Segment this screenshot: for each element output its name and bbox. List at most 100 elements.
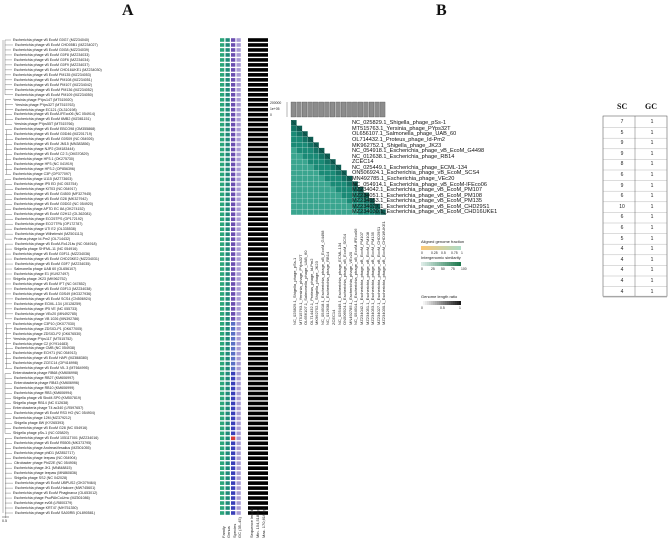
species-cell [231,421,236,426]
heatmap-cell [296,209,303,215]
sequence-length-bar [248,217,268,222]
gc-cell [236,496,241,500]
legend-aligned-swatch [457,246,459,250]
genome-length-bar [296,101,302,118]
gc-cell [236,242,241,246]
family-cell [220,167,225,172]
gc-cell [236,83,241,87]
species-cell [231,187,236,192]
family-cell [220,322,225,326]
genome-length-bar [318,101,324,118]
gc-cell [236,48,241,52]
gc-cell [236,152,241,157]
gc-cell [236,107,241,112]
family-cell [220,107,225,112]
tree-tip-label: Escherichia phage ECO7TPA (OP172787) [15,222,83,227]
gc-cell [236,441,241,446]
gc-value: 1 [650,129,654,136]
heatmap-cell [290,198,297,204]
sequence-length-bar [248,68,268,72]
heatmap-cell [329,181,336,188]
tree-tip-label: Escherichia phage vB EcoM HAPI (MZ868380… [13,356,88,361]
heatmap-column-label: ZCEC14 [331,309,337,325]
gc-value: 1 [650,256,654,263]
legend-length-swatch [435,301,437,305]
tree-tip-label: Escherichia phage VB 1026 (MN392786) [14,316,80,321]
species-cell [231,267,236,271]
gc-cell [236,456,241,461]
sequence-length-bar [248,436,268,441]
sc-value: 4 [620,256,624,263]
heatmap-cell [296,170,303,176]
legend-length-tick: 1 [459,306,461,310]
legend-aligned-tick: 0 [421,251,423,255]
species-cell [231,361,236,366]
genus-cell [225,411,230,416]
legend-length-swatch [455,301,457,305]
legend-length-tick: 0 [421,306,423,310]
genus-cell [225,336,230,341]
family-cell [220,142,225,147]
tree-tip-label: Escherichia phage vB EcoM Phaglnaroz (OL… [13,490,98,495]
family-cell [220,177,225,182]
legend-aligned-swatch [435,246,437,250]
gc-cell [236,421,241,426]
legend-length-tick: 0.5 [440,306,445,310]
heatmap-cell [296,192,303,199]
sequence-length-bar [248,102,268,107]
genus-cell [225,446,230,451]
heatmap-row-label: MT515763.1_Yersinia_phage_PYps32T [352,125,451,132]
sc-value: 4 [620,267,624,274]
legend-similarity-tick: 25 [431,267,435,271]
genus-cell [225,496,230,500]
family-cell [220,68,225,72]
legend-similarity-swatch [457,262,459,266]
heatmap-cell [290,125,297,132]
species-cell [231,107,236,112]
tree-tip-label: Escherichia phage vB EcoM JM15 (MN383856… [14,142,90,147]
heatmap-cell [296,181,303,188]
species-cell [231,147,236,152]
legend-similarity-title: Intergenomic similarity [421,255,461,260]
tree-tip-label: Escherichia phage vB EcoM G0F11 (MZ23403… [13,251,91,256]
family-cell [220,366,225,371]
legend-aligned-swatch [439,246,441,250]
sequence-length-bar [248,212,268,217]
tree-tip-label: Escherichia phage vB EcoM PM108 (MZ23405… [14,77,92,82]
legend-length-swatch [433,301,435,305]
heatmap-cell [329,175,336,182]
genus-cell [225,247,230,251]
gc-cell [236,317,241,321]
species-cell [231,511,236,515]
family-cell [220,331,225,336]
heatmap-cell [335,209,342,215]
legend-similarity-swatch [459,262,461,266]
tree-tip-label: Escherichia phage CMB (NC 054938) [15,346,76,351]
heatmap-cell [318,175,325,182]
gc-cell [236,476,241,480]
heatmap-cell [329,203,336,210]
tree-tip-label: Escherichia phage ev08 (LR800379) [14,500,73,505]
family-cell [220,97,225,102]
sequence-length-bar [248,48,268,52]
gc-cell [236,237,241,241]
heatmap-cell [324,181,331,188]
genus-cell [225,441,230,446]
species-cell [231,167,236,172]
gc-cell [236,486,241,490]
species-cell [231,92,236,97]
heatmap-cell [313,198,319,204]
gc-cell [236,132,241,137]
gc-cell [236,117,241,122]
species-cell [231,202,236,207]
species-cell [231,227,236,231]
genus-cell [225,361,230,366]
heatmap-cell [307,175,314,182]
legend-similarity-swatch [429,262,431,266]
family-cell [220,466,225,470]
family-cell [220,406,225,411]
heatmap-cell [307,186,314,193]
sequence-length-bar [248,257,268,261]
legend-aligned-swatch [423,246,425,250]
legend-length-swatch [439,301,441,305]
